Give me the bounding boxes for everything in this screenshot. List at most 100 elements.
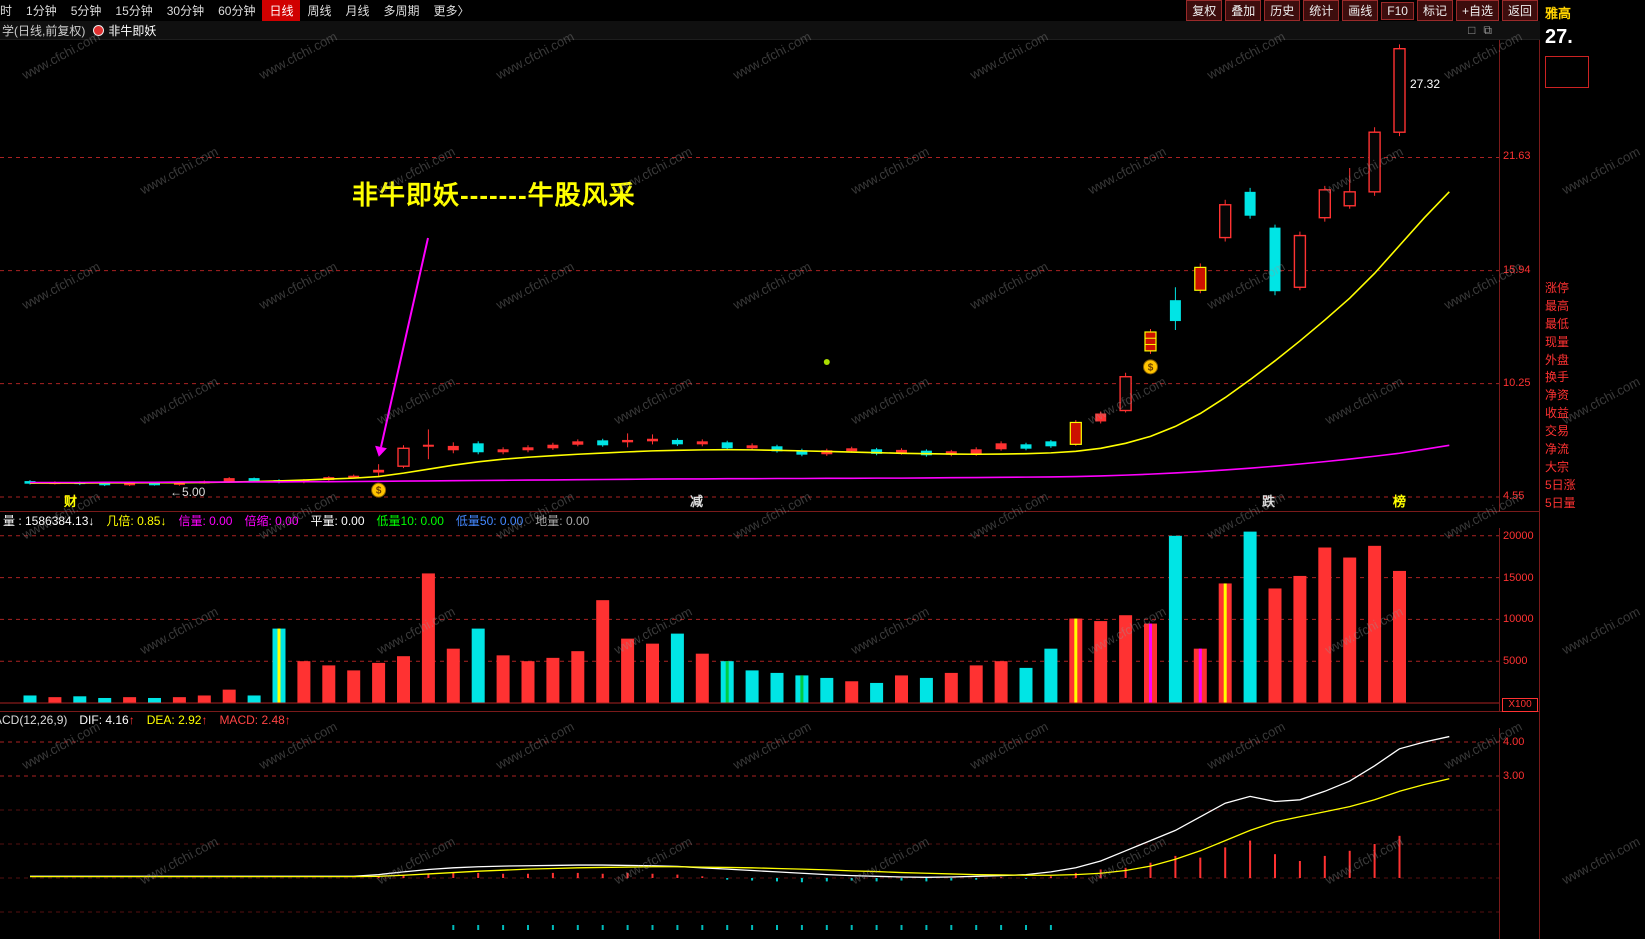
chart-title: 学(日线,前复权) bbox=[2, 23, 86, 38]
minimize-window-icon[interactable]: □ bbox=[1468, 22, 1476, 37]
macd-indicator-value: MACD(12,26,9) bbox=[0, 713, 68, 727]
current-price: 27. bbox=[1545, 26, 1573, 48]
menu-item-日线[interactable]: 日线 bbox=[262, 0, 301, 21]
sidebar-field-涨停: 涨停 bbox=[1545, 281, 1570, 295]
price-axis: 21.63 15.94 10.25 4.55 bbox=[1501, 39, 1539, 512]
menu-item-周线[interactable]: 周线 bbox=[307, 4, 332, 18]
svg-text:$: $ bbox=[376, 486, 382, 497]
trend-arrow-icon: ↑ bbox=[284, 713, 291, 727]
menu-item-5分钟[interactable]: 5分钟 bbox=[70, 4, 102, 18]
price-axis-label: 10.25 bbox=[1503, 376, 1531, 389]
toolbar-button-返回[interactable]: 返回 bbox=[1501, 0, 1538, 21]
volume-axis-label: 5000 bbox=[1503, 655, 1528, 668]
sidebar-field-5日量: 5日量 bbox=[1545, 495, 1576, 510]
price-axis-label: 15.94 bbox=[1503, 263, 1531, 276]
toolbar-button-画线[interactable]: 画线 bbox=[1342, 0, 1379, 21]
sidebar-field-大宗: 大宗 bbox=[1545, 459, 1570, 474]
tab-indicator-name[interactable]: 非牛即妖 bbox=[108, 23, 157, 38]
macd-header: MACD(12,26,9) DIF: 4.16↑ DEA: 2.92↑ MACD: 2… bbox=[0, 712, 1503, 728]
volume-indicator-value: 信量: 0.00 bbox=[178, 513, 233, 528]
main-chart-svg: $$ bbox=[0, 44, 1500, 498]
price-axis-label: 21.63 bbox=[1503, 150, 1531, 163]
menu-item-60分钟[interactable]: 60分钟 bbox=[218, 4, 256, 18]
sidebar-separator-line bbox=[1539, 0, 1540, 939]
indicator-badge-icon bbox=[93, 24, 105, 36]
menu-item-1分钟[interactable]: 1分钟 bbox=[26, 4, 57, 18]
svg-text:$: $ bbox=[1148, 362, 1154, 373]
toolbar-button-标记[interactable]: 标记 bbox=[1416, 0, 1453, 21]
sidebar-field-净资: 净资 bbox=[1545, 388, 1570, 403]
sidebar-field-现量: 现量 bbox=[1545, 334, 1570, 349]
volume-indicator-value: 几倍: 0.85↓ bbox=[106, 513, 167, 528]
volume-chart-svg bbox=[0, 531, 1500, 704]
volume-unit-label: X100 bbox=[1502, 698, 1538, 712]
pane-separator-1 bbox=[0, 511, 1540, 512]
sidebar-field-交易: 交易 bbox=[1545, 424, 1570, 439]
trend-arrow-icon: ↑ bbox=[128, 713, 135, 727]
high-price-label: 27.32 bbox=[1410, 77, 1441, 91]
pane-separator-2 bbox=[0, 711, 1540, 712]
sidebar-field-5日涨: 5日涨 bbox=[1545, 477, 1576, 492]
tabbar: 学(日线,前复权) 非牛即妖 □ ⧉ bbox=[0, 21, 1540, 40]
volume-indicator-value: 低量50: 0.00 bbox=[455, 513, 524, 528]
stock-name[interactable]: 雅高 bbox=[1545, 6, 1572, 21]
money-bag-icon: $ bbox=[371, 482, 387, 498]
restore-window-icon[interactable]: ⧉ bbox=[1483, 22, 1492, 37]
chart-annotation: 非牛即妖-------牛股风采 bbox=[352, 180, 636, 210]
sidebar-field-最低: 最低 bbox=[1545, 316, 1570, 331]
volume-indicator-value: 平量: 0.00 bbox=[310, 513, 365, 528]
volume-axis: 20000 15000 10000 5000 bbox=[1501, 528, 1539, 711]
menu-item-月线[interactable]: 月线 bbox=[345, 4, 370, 18]
low-price-label: ←5.00 bbox=[170, 485, 206, 499]
volume-header: 量 : 1586384.13↓ 几倍: 0.85↓ 信量: 0.00 倍缩: 0.00… bbox=[0, 512, 1503, 528]
volume-indicator-value: 量 : 1586384.13↓ bbox=[3, 513, 95, 528]
toolbar-button-统计[interactable]: 统计 bbox=[1303, 0, 1340, 21]
toolbar-button-叠加[interactable]: 叠加 bbox=[1225, 0, 1262, 21]
price-axis-label: 4.55 bbox=[1503, 490, 1525, 502]
volume-indicator-value: 地量: 0.00 bbox=[535, 513, 590, 528]
menu-item-更多〉[interactable]: 更多〉 bbox=[433, 4, 470, 18]
macd-axis-label: 3.00 bbox=[1503, 770, 1525, 782]
volume-axis-label: 15000 bbox=[1503, 571, 1534, 584]
main-chart-pane[interactable]: $ $ 非牛即妖-------牛股风采 27.32 ←5.00 财减跌榜 bbox=[0, 39, 1500, 512]
sidebar-field-最高: 最高 bbox=[1545, 298, 1570, 313]
volume-axis-label: 20000 bbox=[1503, 529, 1534, 542]
menu-item-多周期[interactable]: 多周期 bbox=[383, 4, 420, 18]
money-bag-icon: $ bbox=[1143, 359, 1158, 375]
sidebar-field-净流: 净流 bbox=[1545, 442, 1570, 457]
volume-pane[interactable] bbox=[0, 528, 1500, 711]
toolbar-button-F10[interactable]: F10 bbox=[1381, 1, 1414, 20]
sidebar-field-收益: 收益 bbox=[1545, 406, 1570, 421]
trend-arrow-icon: ↓ bbox=[160, 513, 167, 528]
sidebar: 雅高 27. 涨停最高最低现量外盘换手净资收益交易净流大宗 5日涨 5日量 bbox=[1540, 0, 1645, 939]
menu-item-分时[interactable]: 分时 bbox=[0, 4, 13, 18]
sidebar-field-外盘: 外盘 bbox=[1545, 352, 1570, 367]
green-dot-marker bbox=[823, 359, 830, 366]
macd-indicator-value: MACD: 2.48↑ bbox=[219, 713, 291, 727]
menubar-right: 复权 叠加 历史 统计 画线 F10 标记 +自选 返回 bbox=[1183, 0, 1540, 21]
trend-arrow-icon: ↓ bbox=[88, 513, 95, 528]
sidebar-rows: 涨停最高最低现量外盘换手净资收益交易净流大宗 5日涨 5日量 bbox=[1545, 280, 1576, 513]
toolbar-button-历史[interactable]: 历史 bbox=[1264, 0, 1301, 21]
volume-axis-label: 10000 bbox=[1503, 613, 1534, 626]
volume-indicator-value: 低量10: 0.00 bbox=[376, 513, 444, 528]
trend-arrow-icon: ↑ bbox=[201, 713, 208, 727]
axis-separator-line bbox=[1499, 39, 1500, 939]
macd-axis-label: 4.00 bbox=[1503, 736, 1525, 748]
order-book-box bbox=[1545, 56, 1589, 88]
toolbar-button-+自选[interactable]: +自选 bbox=[1455, 0, 1499, 21]
macd-axis: 4.00 3.00 bbox=[1501, 728, 1539, 939]
window-controls: □ ⧉ bbox=[1468, 23, 1492, 38]
toolbar-button-复权[interactable]: 复权 bbox=[1186, 0, 1223, 21]
macd-indicator-value: DEA: 2.92↑ bbox=[146, 713, 208, 727]
sidebar-field-换手: 换手 bbox=[1545, 370, 1570, 385]
menu-item-15分钟[interactable]: 15分钟 bbox=[115, 4, 153, 18]
macd-chart-svg bbox=[0, 735, 1500, 930]
volume-indicator-value: 倍缩: 0.00 bbox=[244, 513, 299, 528]
macd-pane[interactable] bbox=[0, 728, 1500, 939]
menu-item-30分钟[interactable]: 30分钟 bbox=[166, 4, 205, 18]
macd-indicator-value: DIF: 4.16↑ bbox=[79, 713, 135, 727]
